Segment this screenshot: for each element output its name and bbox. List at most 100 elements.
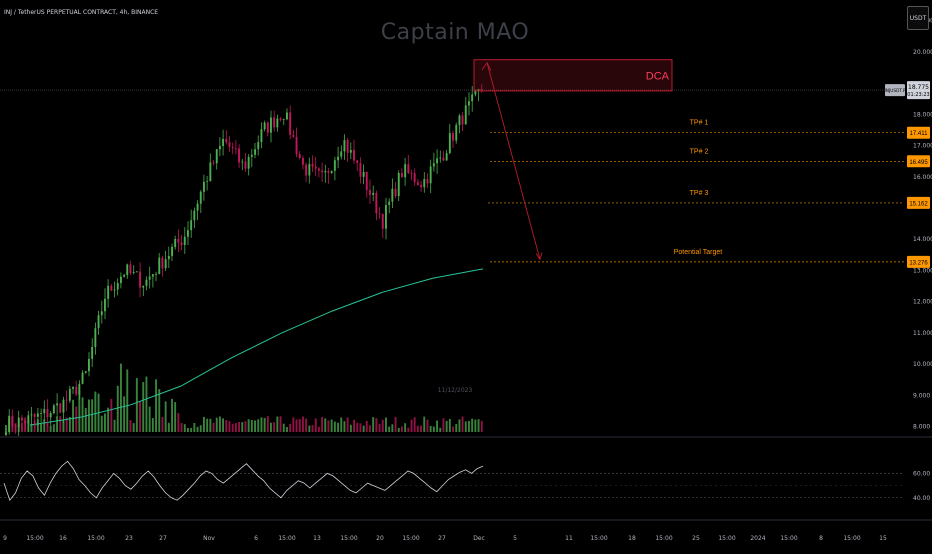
- candle-body: [97, 315, 100, 329]
- volume-date-label: 11/12/2023: [438, 387, 473, 394]
- candle-body: [369, 190, 371, 195]
- time-axis-tick[interactable]: 20: [376, 535, 384, 542]
- price-axis-tick[interactable]: 9.000: [913, 392, 930, 399]
- candle-body: [401, 173, 403, 178]
- candle-body: [5, 432, 7, 436]
- price-axis-tick[interactable]: 17.000: [913, 143, 932, 150]
- volume-bar: [378, 423, 381, 432]
- time-axis-tick[interactable]: 5: [513, 535, 517, 542]
- candle-body: [260, 129, 263, 143]
- candle-body: [247, 156, 250, 169]
- symbol-title[interactable]: INJ / TetherUS PERPETUAL CONTRACT, 4h, B…: [4, 9, 159, 16]
- price-axis-tick[interactable]: 11.000: [913, 330, 932, 337]
- candle-body: [145, 279, 148, 286]
- volume-bar: [413, 417, 416, 432]
- candle-body: [289, 112, 292, 135]
- candle-body: [391, 188, 394, 202]
- currency-button[interactable]: USDT: [907, 6, 929, 30]
- time-axis-tick[interactable]: 15:00: [340, 535, 357, 542]
- time-axis-tick[interactable]: 15:00: [26, 535, 43, 542]
- candle-body: [174, 239, 177, 247]
- time-axis-tick[interactable]: 15:00: [87, 535, 104, 542]
- time-axis-tick[interactable]: 13: [313, 535, 321, 542]
- candle-body: [116, 283, 119, 290]
- volume-bar: [436, 420, 438, 432]
- time-axis-tick[interactable]: 8: [819, 535, 823, 542]
- time-axis-tick[interactable]: 27: [159, 535, 167, 542]
- dca-zone-box: [473, 59, 673, 92]
- volume-bar: [327, 420, 330, 432]
- volume-bar: [5, 425, 7, 432]
- volume-bar: [190, 427, 193, 432]
- target-price-tag: [907, 155, 930, 168]
- candle-body: [139, 271, 141, 288]
- time-axis-tick[interactable]: 23: [125, 535, 133, 542]
- volume-bar: [381, 419, 384, 432]
- price-axis-tick[interactable]: 10.000: [913, 361, 932, 368]
- axes[interactable]: 21.00020.00018.00017.00016.00014.00013.0…: [3, 18, 932, 542]
- candle-body: [286, 112, 288, 120]
- time-axis-tick[interactable]: 15:00: [780, 535, 797, 542]
- target-level-name: TP# 1: [690, 120, 709, 127]
- time-axis-tick[interactable]: 15:00: [718, 535, 735, 542]
- candlesticks[interactable]: [5, 84, 483, 436]
- volume-bar: [177, 413, 180, 432]
- time-axis-tick[interactable]: 25: [692, 535, 700, 542]
- time-axis-tick[interactable]: 15:00: [278, 535, 295, 542]
- price-axis-tick[interactable]: 16.000: [913, 174, 932, 181]
- candle-body: [397, 173, 400, 197]
- target-price-label: 15.162: [909, 201, 928, 207]
- price-axis-tick[interactable]: 12.000: [913, 299, 932, 306]
- price-axis-tick[interactable]: 14.000: [913, 236, 932, 243]
- annotations[interactable]: DCA TP# 1 17.411 TP# 2 16.495 TP# 3 15.162 Pote…: [0, 59, 930, 394]
- candle-body: [193, 210, 196, 221]
- time-axis-tick[interactable]: 18: [628, 535, 636, 542]
- time-axis-tick[interactable]: 6: [254, 535, 258, 542]
- time-axis-tick[interactable]: 9: [3, 535, 7, 542]
- volume-bar: [394, 416, 397, 432]
- volume-bar: [480, 420, 483, 432]
- candle-body: [413, 173, 416, 183]
- time-axis-tick[interactable]: 15:00: [655, 535, 672, 542]
- volume-bar: [142, 382, 145, 432]
- time-axis-tick[interactable]: Nov: [203, 535, 215, 542]
- volume-bar: [110, 398, 113, 432]
- price-axis-tick[interactable]: 18.000: [913, 111, 932, 118]
- time-axis-tick[interactable]: 27: [438, 535, 446, 542]
- candle-body: [372, 192, 375, 195]
- candle-body: [448, 133, 451, 153]
- volume-bar: [471, 418, 474, 432]
- candle-body: [381, 213, 384, 229]
- volume-bar: [40, 424, 42, 432]
- price-axis-tick[interactable]: 8.000: [913, 424, 930, 431]
- time-axis-tick[interactable]: 15:00: [402, 535, 419, 542]
- volume-bar: [155, 379, 157, 432]
- volume-bar: [442, 418, 445, 432]
- volume-bar: [75, 406, 78, 432]
- time-axis-tick[interactable]: 11: [565, 535, 573, 542]
- volume-bar: [78, 390, 81, 432]
- rsi-pane[interactable]: 60.00 40.00: [0, 460, 930, 502]
- time-axis-tick[interactable]: Dec: [473, 535, 485, 542]
- volume-bar: [266, 416, 269, 432]
- volume-bar: [260, 417, 263, 432]
- candle-body: [282, 119, 285, 120]
- price-axis-tick[interactable]: 13.000: [913, 268, 932, 275]
- time-axis-tick[interactable]: 2024: [750, 535, 765, 542]
- volume-bar: [84, 407, 87, 432]
- price-axis-tick[interactable]: 20.000: [913, 49, 932, 56]
- time-axis-tick[interactable]: 15: [879, 535, 887, 542]
- candle-body: [203, 181, 205, 192]
- candle-body: [107, 285, 110, 299]
- candle-body: [241, 161, 244, 163]
- time-axis-tick[interactable]: 15:00: [590, 535, 607, 542]
- candle-body: [49, 413, 52, 418]
- volume-bar: [346, 417, 349, 432]
- time-axis-tick[interactable]: 16: [59, 535, 67, 542]
- volume-bar: [397, 428, 400, 432]
- time-axis-tick[interactable]: 15:00: [843, 535, 860, 542]
- candle-body: [33, 414, 36, 417]
- candle-body: [126, 264, 129, 275]
